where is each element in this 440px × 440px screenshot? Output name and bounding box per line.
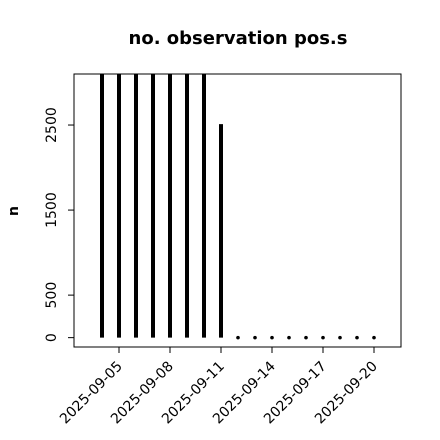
plot-frame [73,73,402,348]
point [287,335,291,340]
y-tick-label: 2500 [44,107,60,143]
point [253,335,257,340]
y-axis-label: n [6,206,22,216]
y-tick-label: 0 [44,333,60,342]
point [304,335,308,340]
point [236,335,240,340]
point [372,335,376,340]
point [338,335,342,340]
point [355,335,359,340]
point [321,335,325,340]
y-tick-label: 500 [44,282,60,309]
chart-title: no. observation pos.s [129,28,348,49]
point [270,335,274,340]
y-tick-label: 1500 [44,192,60,228]
